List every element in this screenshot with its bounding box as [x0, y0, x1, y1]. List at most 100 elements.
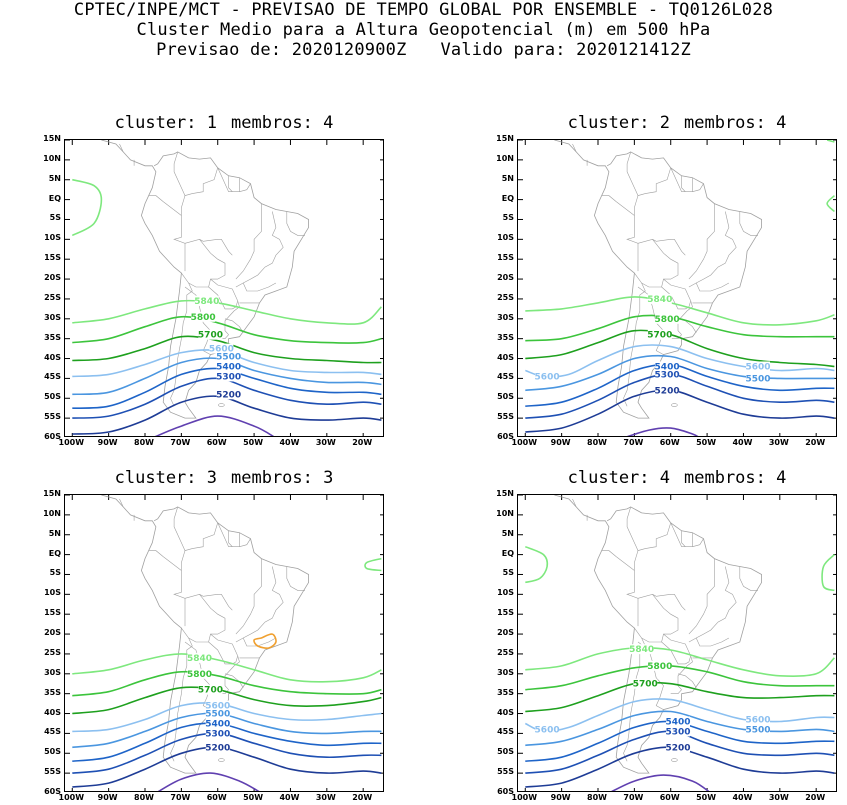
lat-tick-label: 5S: [49, 568, 61, 578]
contour-label-5600: 5600: [535, 372, 560, 382]
country-border: [286, 566, 305, 591]
contour-label-5200: 5200: [205, 743, 230, 753]
contour-5400: [72, 722, 382, 762]
contour-label-bg: [666, 726, 690, 737]
contour-label-5600: 5600: [535, 725, 560, 735]
forecast-date: Previsao de: 2020120900Z: [156, 40, 407, 60]
country-border: [739, 211, 758, 236]
lat-tick-label: EQ: [501, 193, 514, 203]
lat-tick-label: 20S: [44, 628, 61, 638]
contour-label-bg: [629, 644, 654, 655]
contour-label-5200: 5200: [216, 390, 241, 400]
country-border: [228, 175, 233, 192]
country-border: [208, 278, 239, 310]
contour-label-bg: [205, 718, 230, 729]
contour-label-5200: 5200: [665, 743, 690, 753]
lat-tick-label: 15S: [497, 253, 514, 263]
contour-label-bg: [746, 714, 770, 725]
contour-label-5400: 5400: [655, 362, 680, 372]
lon-tick-label: 100W: [58, 438, 85, 447]
contour-label-5600: 5600: [205, 702, 230, 712]
contour-label-5400: 5400: [665, 717, 690, 727]
contour-label-5600: 5600: [745, 362, 770, 372]
country-border: [235, 558, 262, 635]
lon-tick-label: 70W: [623, 793, 644, 802]
valid-date: Valido para: 2020121412Z: [440, 40, 691, 60]
contour-label-5300: 5300: [205, 729, 230, 739]
country-border: [170, 272, 193, 407]
cluster-label: cluster: 4: [567, 468, 670, 488]
contour-5300: [72, 377, 382, 419]
contour-5800: [72, 670, 382, 697]
lat-tick-label: 10N: [496, 508, 514, 518]
country-border: [616, 556, 639, 627]
lat-tick-label: 60S: [497, 787, 514, 796]
country-border: [170, 627, 193, 762]
country-border: [208, 633, 239, 665]
map-panel-1: 5840 5800 5700 5600 5500 5400 5300 5200: [64, 139, 384, 437]
lat-tick-label: 15S: [44, 608, 61, 618]
lat-tick-label: 55S: [44, 412, 61, 422]
panel-title-3: cluster: 3 membros: 3: [64, 468, 384, 488]
membros-label: membros: 4: [684, 468, 787, 488]
contour-label-5400: 5400: [205, 719, 230, 729]
contour-label-5500: 5500: [745, 725, 770, 735]
contour-label-bg: [535, 724, 560, 735]
country-border: [695, 637, 730, 647]
lat-tick-label: 15N: [496, 489, 514, 498]
lat-tick-label: 50S: [44, 392, 61, 402]
contour-5500: [72, 712, 382, 749]
country-border: [184, 641, 211, 710]
country-border: [184, 593, 226, 643]
lat-tick-label: 60S: [497, 432, 514, 441]
contour-label-5800: 5800: [655, 315, 680, 325]
country-border: [181, 195, 186, 216]
lon-tick-label: 20W: [352, 438, 373, 447]
country-border: [652, 239, 686, 256]
contour-label-bg: [647, 293, 672, 304]
header-line-2: Cluster Medio para a Altura Geopotencial…: [136, 20, 711, 40]
map-panel-2: 5840580057005600560055005500540053005200: [517, 139, 837, 437]
lat-tick-label: 10N: [43, 508, 61, 518]
country-border: [228, 530, 233, 547]
contour-label-bg: [209, 343, 234, 354]
contour-label-bg: [655, 361, 680, 372]
contour-5840: [72, 653, 382, 683]
country-border: [148, 195, 164, 202]
falkland-islands: [671, 758, 678, 762]
contour-5700: [72, 335, 382, 364]
lat-tick-label: 40S: [497, 352, 514, 362]
lon-tick-label: 40W: [279, 793, 300, 802]
lat-tick-label: 60S: [44, 432, 61, 441]
contour-label-bg: [205, 708, 230, 719]
panel-title-4: cluster: 4 membros: 4: [517, 468, 837, 488]
country-border: [677, 300, 693, 335]
contour-5200: [72, 746, 382, 788]
panel-title-2: cluster: 2 membros: 4: [517, 113, 837, 133]
contour-label-bg: [655, 369, 680, 380]
country-border: [163, 201, 186, 272]
lon-tick-label: 70W: [170, 793, 191, 802]
lat-tick-label: 35S: [497, 687, 514, 697]
contour-5800: [525, 664, 835, 691]
contour-label-bg: [216, 361, 241, 372]
lat-tick-label: 55S: [497, 767, 514, 777]
membros-label: membros: 4: [684, 113, 787, 133]
longitude-axis-3: 100W 90W 80W 70W 60W 50W 40W 30W 20W: [59, 793, 384, 805]
contour-label-bg: [198, 684, 223, 695]
lon-tick-label: 30W: [315, 438, 336, 447]
country-border: [626, 151, 671, 196]
lon-tick-label: 20W: [352, 793, 373, 802]
contour-5600: [72, 702, 382, 733]
contour-label-5600: 5600: [209, 345, 234, 355]
lon-tick-label: 20W: [805, 438, 826, 447]
longitude-axis-4: 100W 90W 80W 70W 60W 50W 40W 30W 20W: [512, 793, 837, 805]
contour-label-5600: 5600: [745, 715, 770, 725]
contour-label-5800: 5800: [191, 313, 216, 323]
country-border: [637, 238, 679, 288]
membros-label: membros: 3: [231, 468, 334, 488]
country-border: [692, 538, 704, 547]
country-border: [688, 566, 737, 643]
country-border: [634, 550, 639, 571]
